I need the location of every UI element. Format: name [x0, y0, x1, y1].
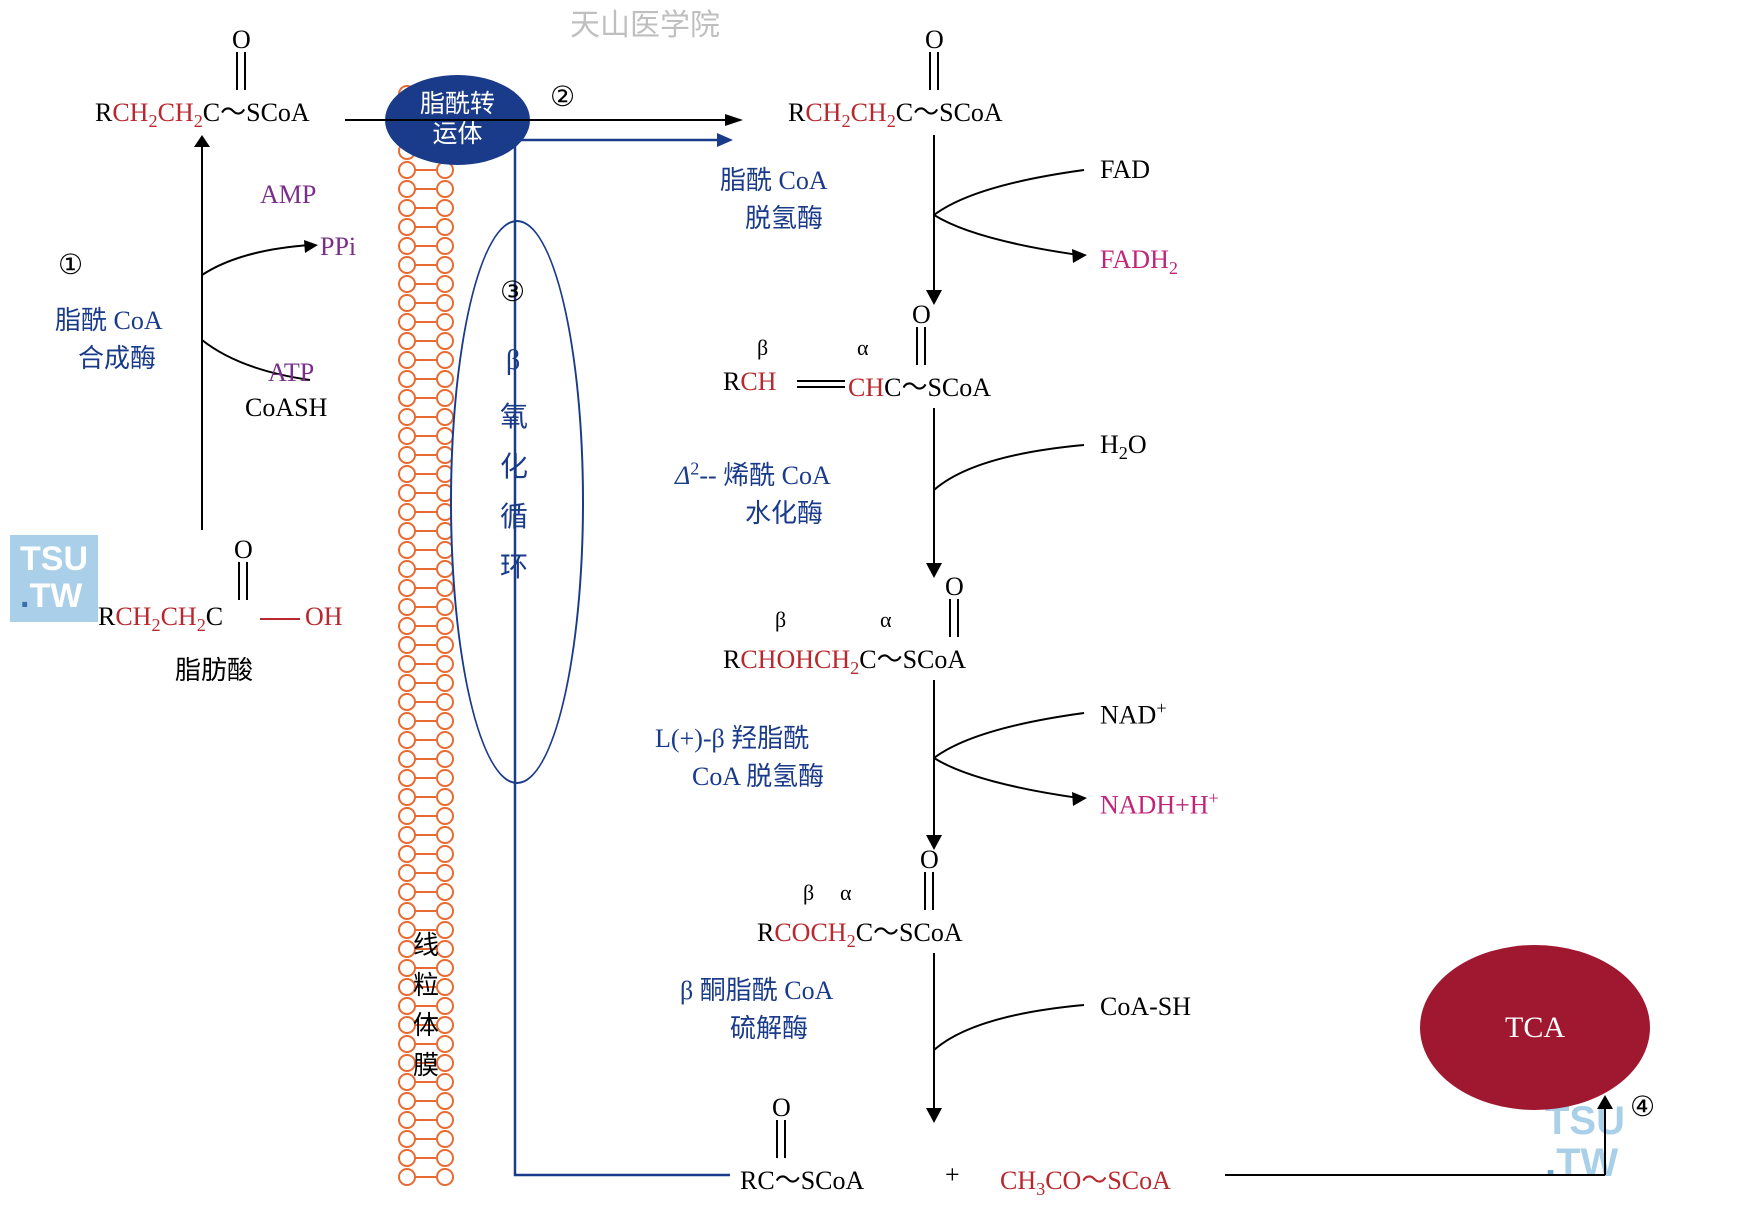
step-1: ①: [58, 248, 83, 282]
nad-label: NAD+: [1100, 698, 1167, 731]
tca-ellipse: TCA: [1420, 945, 1650, 1110]
acylcoa-right-dbond: [925, 52, 945, 90]
step-3: ③: [500, 275, 525, 309]
enzyme-synthetase-l2: 合成酶: [78, 338, 156, 375]
shortened-formula: RC～SCoA: [740, 1160, 864, 1197]
enoyl-formula-2: CHC～SCoA: [848, 367, 991, 404]
beta-label-3: 化: [500, 445, 528, 485]
beta-label-1: β: [506, 345, 520, 377]
watermark-top: 天山医学院: [570, 0, 720, 44]
fattyacid-OH: OH: [305, 602, 343, 632]
keto-alpha: α: [840, 880, 852, 906]
step-2: ②: [550, 80, 575, 114]
products-plus: +: [945, 1160, 960, 1190]
arrow-transport: [345, 112, 745, 132]
shortened-O: O: [772, 1093, 791, 1123]
diagram-canvas: 天山医学院 TSU .TW TSU .TW 脂酰转 运体 TCA O RCH2C…: [0, 0, 1741, 1223]
membrane-label-4: 膜: [413, 1045, 439, 1082]
recycle-arrow: [505, 130, 745, 1190]
watermark-tsutw-left: TSU .TW: [10, 535, 98, 622]
fattyacid-c-oh-line: [260, 617, 300, 621]
acylcoa-right-formula: RCH2CH2C～SCoA: [788, 92, 1003, 132]
atp-label: ATP: [268, 358, 314, 388]
coa-sh-label: CoA-SH: [1100, 992, 1191, 1022]
hydroxy-formula: RCHOHCH2C～SCoA: [723, 639, 966, 679]
acylcoa-right-O: O: [925, 25, 944, 55]
keto-O: O: [920, 845, 939, 875]
membrane-label-3: 体: [413, 1005, 439, 1042]
enoyl-alpha: α: [857, 335, 869, 361]
fad-label: FAD: [1100, 155, 1150, 185]
enzyme-dh-l2: 脱氢酶: [745, 198, 823, 235]
acylcoa-left-dbond: [232, 52, 252, 90]
ppi-label: PPi: [320, 232, 356, 262]
enzyme-synthetase-l1: 脂酰 CoA: [55, 300, 163, 337]
acylcoa-left-formula: RCH2CH2C～SCoA: [95, 92, 310, 132]
hydroxy-O: O: [945, 572, 964, 602]
hydroxy-dbond: [945, 599, 965, 637]
coash-label: CoASH: [245, 393, 327, 423]
beta-label-2: 氧: [500, 395, 528, 435]
hydroxy-beta: β: [775, 607, 786, 633]
amp-label: AMP: [260, 180, 316, 210]
arrow-to-tca: [1225, 1095, 1620, 1185]
acetyl-formula: CH3CO～SCoA: [1000, 1160, 1171, 1200]
acylcoa-left-O: O: [232, 25, 251, 55]
keto-dbond: [920, 872, 940, 910]
membrane-label-2: 粒: [413, 965, 439, 1002]
shortened-dbond: [772, 1120, 792, 1158]
enoyl-c-c-dbond: [797, 378, 845, 390]
membrane-label-1: 线: [413, 925, 439, 962]
fattyacid-formula: RCH2CH2C: [98, 602, 223, 636]
fattyacid-dbond: [234, 562, 254, 600]
enoyl-dbond-O: [912, 327, 932, 365]
keto-beta: β: [803, 880, 814, 906]
tca-label: TCA: [1505, 1011, 1565, 1045]
fattyacid-label: 脂肪酸: [175, 650, 253, 687]
fadh2-label: FADH2: [1100, 245, 1178, 279]
beta-label-4: 循: [500, 495, 528, 535]
keto-formula: RCOCH2C～SCoA: [757, 912, 963, 952]
nadh-label: NADH+H+: [1100, 788, 1219, 821]
step-4: ④: [1630, 1090, 1655, 1124]
hydroxy-alpha: α: [880, 607, 892, 633]
fattyacid-O: O: [234, 535, 253, 565]
beta-label-5: 环: [500, 545, 528, 585]
enzyme-hydratase-l2: 水化酶: [745, 493, 823, 530]
enoyl-beta: β: [757, 335, 768, 361]
enoyl-O: O: [912, 300, 931, 330]
h2o-label: H2O: [1100, 430, 1147, 464]
